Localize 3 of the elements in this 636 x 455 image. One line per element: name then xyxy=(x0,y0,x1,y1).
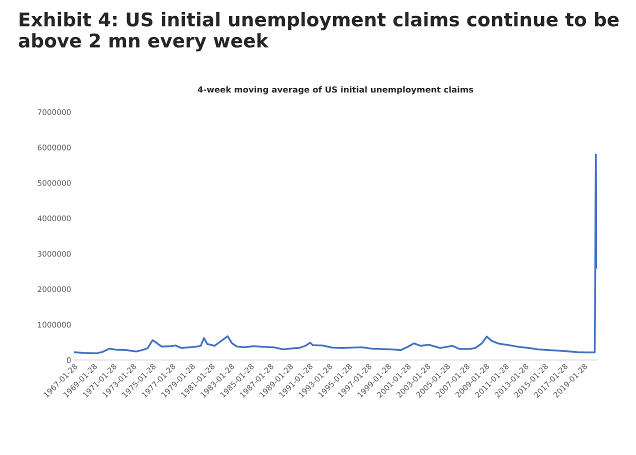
chart-subtitle: 4-week moving average of US initial unemployment claims xyxy=(198,86,474,94)
line-series xyxy=(74,154,597,354)
chart-title: Exhibit 4: US initial unemployment claims continue to be above 2 mn every week xyxy=(18,12,619,52)
